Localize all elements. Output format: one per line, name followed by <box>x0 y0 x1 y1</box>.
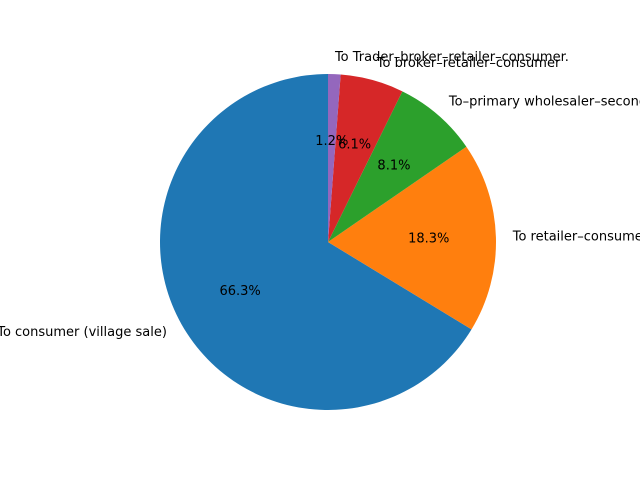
slice-percentage-label: 66.3% <box>219 284 260 299</box>
slice-percentage-label: 8.1% <box>377 158 410 173</box>
pie-slice-to-primary-wholesaler-secondary-wholesaler-retailer-consumer <box>328 91 467 242</box>
slice-label: To retailer–consumer <box>512 229 640 244</box>
slice-percentage-label: 18.3% <box>408 232 449 247</box>
slice-label: To consumer (village sale) <box>0 325 167 340</box>
slice-percentage-label: 6.1% <box>338 137 371 152</box>
slice-label: To Trader–broker–retailer–consumer. <box>334 50 569 65</box>
slice-percentage-label: 1.2% <box>315 134 348 149</box>
slice-label: To broker–retailer–consumer <box>376 56 561 71</box>
pie-slice-to-broker-retailer-consumer <box>328 74 403 243</box>
pie-slice-to-trader-broker-retailer-consumer <box>328 74 341 242</box>
pie-slices <box>160 74 496 411</box>
pie-slice-to-consumer-village-sale <box>160 74 472 411</box>
pie-slice-to-retailer-consumer <box>328 146 496 330</box>
slice-label: To–primary wholesaler–secondary wholesal… <box>448 95 640 110</box>
pie-labels: To consumer (village sale) 66.3% To retail… <box>0 50 640 340</box>
